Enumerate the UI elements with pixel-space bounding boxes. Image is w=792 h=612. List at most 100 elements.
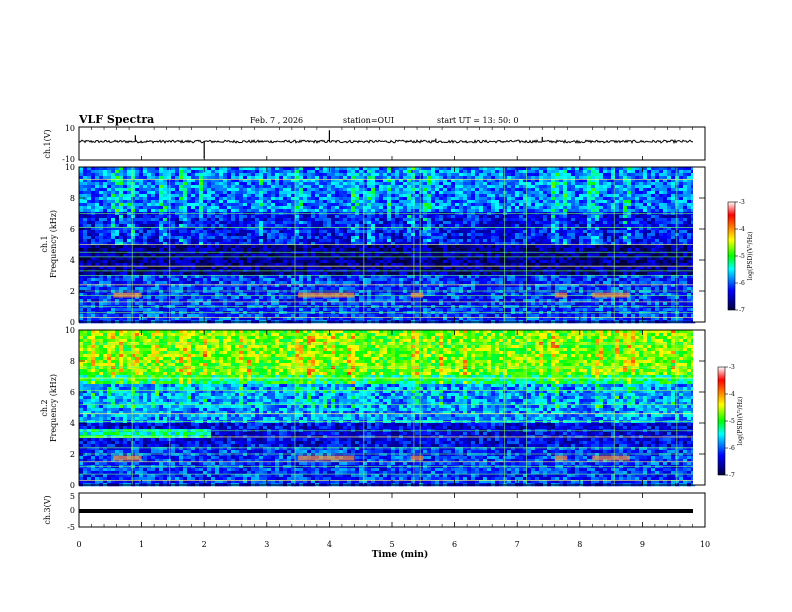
spectrogram-cell [243, 302, 248, 306]
spectrogram-cell [115, 176, 120, 180]
spectrogram-cell [391, 290, 396, 294]
spectrogram-cell [355, 224, 360, 228]
spectrogram-cell [351, 290, 356, 294]
spectrogram-cell [263, 260, 268, 264]
spectrogram-cell [167, 179, 172, 183]
spectrogram-cell [419, 185, 424, 189]
spectrogram-cell [399, 197, 404, 201]
spectrogram-cell [135, 224, 140, 228]
spectrogram-cell [215, 245, 220, 249]
spectrogram-cell [247, 206, 252, 210]
spectrogram-cell [319, 317, 324, 321]
spectrogram-cell [147, 317, 152, 321]
spectrogram-cell [95, 215, 100, 219]
spectrogram-cell [343, 290, 348, 294]
spectrogram-cell [263, 233, 268, 237]
spectrogram-cell [263, 194, 268, 198]
spectrogram-cell [423, 167, 428, 171]
spectrogram-cell [83, 218, 88, 222]
spectrogram-cell [419, 203, 424, 207]
spectrogram-cell [203, 221, 208, 225]
spectrogram-cell [363, 200, 368, 204]
spectrogram-cell [159, 278, 164, 282]
spectrogram-cell [203, 191, 208, 195]
spectrogram-cell [79, 167, 84, 171]
spectrogram-cell [311, 239, 316, 243]
spectrogram-cell [155, 296, 160, 300]
spectrogram-cell [99, 197, 104, 201]
spectrogram-cell [327, 188, 332, 192]
spectrogram-cell [415, 179, 420, 183]
spectrogram-cell [443, 248, 448, 252]
spectrogram-cell [127, 284, 132, 288]
spectrogram-cell [235, 227, 240, 231]
spectrogram-cell [303, 266, 308, 270]
spectrogram-cell [159, 179, 164, 183]
spectrogram-cell [379, 275, 384, 279]
spectrogram-cell [259, 278, 264, 282]
spectrogram-cell [287, 218, 292, 222]
spectrogram-cell [119, 194, 124, 198]
spectrogram-cell [163, 206, 168, 210]
spectrogram-cell [227, 302, 232, 306]
spectrogram-cell [267, 242, 272, 246]
spectrogram-cell [79, 191, 84, 195]
spectrogram-cell [455, 182, 460, 186]
spectrogram-cell [139, 254, 144, 258]
spectrogram-cell [343, 275, 348, 279]
spectrogram-cell [367, 296, 372, 300]
spectrogram-cell [243, 272, 248, 276]
spectrogram-cell [407, 257, 412, 261]
spectrogram-cell [119, 239, 124, 243]
spectrogram-cell [151, 230, 156, 234]
spectrogram-cell [103, 263, 108, 267]
spectrogram-cell [359, 224, 364, 228]
spectrogram-cell [383, 314, 388, 318]
spectrogram-cell [259, 182, 264, 186]
spectrogram-cell [99, 170, 104, 174]
spectrogram-cell [163, 296, 168, 300]
spectrogram-cell [323, 281, 328, 285]
spectrogram-cell [247, 197, 252, 201]
spectrogram-cell [127, 302, 132, 306]
spectrogram-cell [99, 236, 104, 240]
spectrogram-cell [235, 257, 240, 261]
spectrogram-cell [91, 227, 96, 231]
spectrogram-cell [295, 194, 300, 198]
spectrogram-cell [79, 221, 84, 225]
spectrogram-cell [263, 248, 268, 252]
spectrogram-cell [415, 254, 420, 258]
spectrogram-cell [219, 173, 224, 177]
spectrogram-cell [423, 290, 428, 294]
spectrogram-cell [347, 173, 352, 177]
spectrogram-cell [99, 188, 104, 192]
spectrogram-cell [135, 317, 140, 321]
spectrogram-cell [431, 239, 436, 243]
spectrogram-cell [443, 239, 448, 243]
spectrogram-cell [139, 185, 144, 189]
spectrogram-cell [279, 170, 284, 174]
spectrogram-cell [107, 242, 112, 246]
spectrogram-cell [343, 257, 348, 261]
spectrogram-cell [339, 215, 344, 219]
spectrogram-cell [251, 266, 256, 270]
spectrogram-cell [375, 173, 380, 177]
spectrogram-cell [215, 308, 220, 312]
spectrogram-cell [287, 233, 292, 237]
spectrogram-cell [327, 194, 332, 198]
spectrogram-cell [159, 296, 164, 300]
spectrogram-cell [283, 284, 288, 288]
spectrogram-cell [319, 173, 324, 177]
spectrogram-cell [123, 173, 128, 177]
spectrogram-cell [419, 275, 424, 279]
spectrogram-cell [447, 176, 452, 180]
spectrogram-cell [411, 218, 416, 222]
spectrogram-cell [435, 188, 440, 192]
spectrogram-cell [403, 266, 408, 270]
spectrogram-cell [303, 206, 308, 210]
spectrogram-cell [199, 167, 204, 171]
spectrogram-cell [135, 215, 140, 219]
spectrogram-cell [131, 290, 136, 294]
spectrogram-cell [207, 260, 212, 264]
spectrogram-cell [375, 203, 380, 207]
